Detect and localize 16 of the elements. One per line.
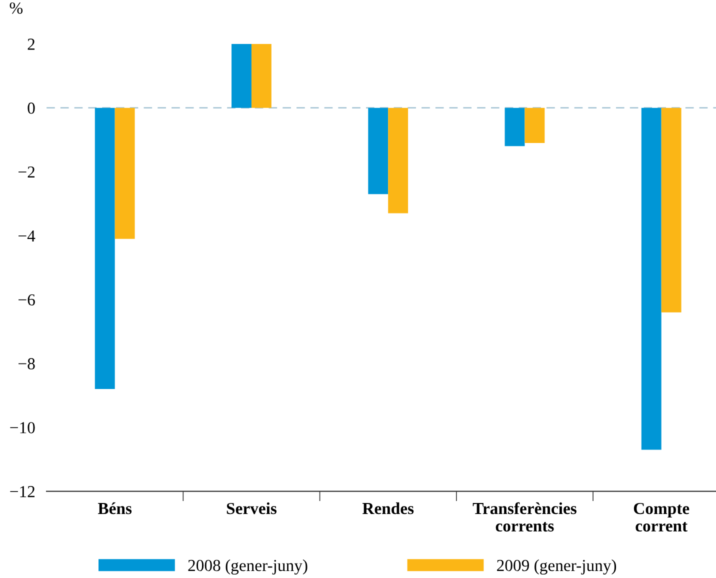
x-tick-label: Rendes <box>362 502 414 514</box>
y-tick-label: −6 <box>18 294 35 306</box>
y-tick-label: 2 <box>28 38 35 50</box>
legend-label: 2008 (gener-juny) <box>188 559 308 575</box>
y-tick-label: −4 <box>18 230 36 242</box>
x-tick-label: Béns <box>98 502 132 514</box>
y-tick-label: −12 <box>10 486 35 498</box>
y-tick-label: −2 <box>18 166 35 178</box>
y-tick-label: −8 <box>18 358 35 370</box>
y-tick-label: 0 <box>28 102 35 114</box>
x-tick-label: Transferències corrents <box>472 502 576 532</box>
y-tick-label: −10 <box>10 422 35 434</box>
x-tick-label: Compte corrent <box>634 502 690 532</box>
x-tick-label: Serveis <box>226 502 277 514</box>
legend-label: 2009 (gener-juny) <box>497 559 616 575</box>
y-axis-title: % <box>10 2 23 14</box>
